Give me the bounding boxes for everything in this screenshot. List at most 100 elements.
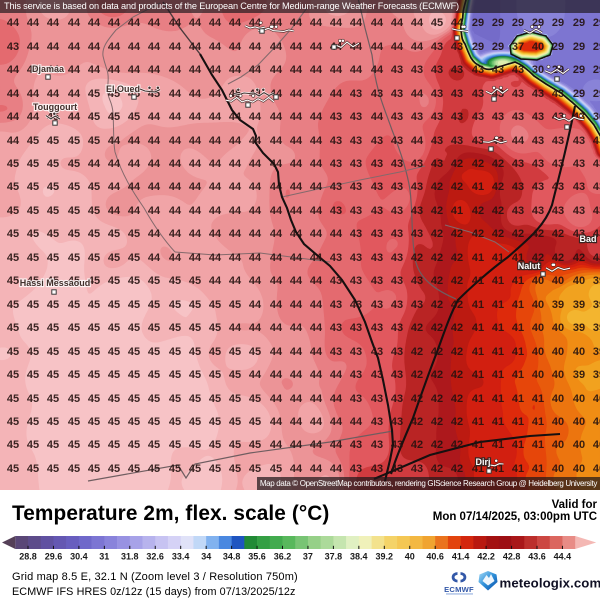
svg-text:40: 40: [573, 393, 585, 405]
svg-text:44: 44: [270, 41, 283, 53]
svg-text:44: 44: [310, 346, 323, 358]
svg-text:45: 45: [229, 299, 241, 311]
svg-text:45: 45: [88, 205, 100, 217]
svg-text:43: 43: [371, 252, 383, 264]
svg-text:41: 41: [472, 322, 484, 334]
svg-text:45: 45: [189, 299, 201, 311]
svg-text:45: 45: [128, 252, 140, 264]
svg-text:29: 29: [573, 88, 585, 100]
svg-text:43: 43: [350, 135, 362, 147]
svg-text:43: 43: [552, 88, 564, 100]
svg-text:44: 44: [350, 17, 363, 29]
svg-text:45: 45: [249, 416, 261, 428]
svg-text:45: 45: [27, 393, 39, 405]
svg-text:44: 44: [169, 17, 182, 29]
svg-text:44: 44: [451, 17, 464, 29]
svg-text:41: 41: [512, 275, 524, 287]
svg-text:40: 40: [573, 439, 585, 451]
svg-text:42: 42: [472, 228, 484, 240]
svg-text:41: 41: [492, 322, 504, 334]
svg-text:44: 44: [189, 252, 202, 264]
svg-text:44: 44: [148, 158, 161, 170]
svg-text:40: 40: [573, 463, 585, 475]
svg-text:43: 43: [391, 439, 403, 451]
svg-text:42: 42: [431, 228, 443, 240]
svg-text:44: 44: [249, 111, 262, 123]
svg-text:44: 44: [209, 158, 222, 170]
svg-text:45: 45: [68, 416, 80, 428]
svg-text:45: 45: [47, 275, 59, 287]
svg-text:45: 45: [108, 111, 120, 123]
svg-text:43: 43: [411, 181, 423, 193]
svg-text:44: 44: [310, 158, 323, 170]
svg-text:44: 44: [169, 181, 182, 193]
svg-text:40: 40: [593, 463, 600, 475]
svg-text:44: 44: [310, 41, 323, 53]
svg-text:Djamaa: Djamaa: [32, 64, 65, 74]
svg-text:43: 43: [391, 393, 403, 405]
svg-text:41: 41: [512, 463, 524, 475]
svg-text:43: 43: [350, 181, 362, 193]
svg-text:42: 42: [431, 416, 443, 428]
svg-text:44: 44: [512, 135, 525, 147]
svg-text:43: 43: [451, 64, 463, 76]
svg-text:40: 40: [552, 369, 564, 381]
svg-text:45: 45: [88, 135, 100, 147]
svg-text:31: 31: [99, 552, 109, 562]
svg-text:42: 42: [411, 322, 423, 334]
svg-text:29: 29: [492, 41, 504, 53]
svg-text:44: 44: [270, 181, 283, 193]
svg-text:41: 41: [472, 463, 484, 475]
svg-text:40: 40: [552, 346, 564, 358]
svg-text:45: 45: [88, 322, 100, 334]
svg-text:29: 29: [593, 17, 600, 29]
svg-text:meteologix.com: meteologix.com: [500, 576, 600, 591]
svg-text:43.6: 43.6: [528, 552, 546, 562]
svg-text:43: 43: [350, 299, 362, 311]
svg-text:45: 45: [148, 416, 160, 428]
svg-text:41: 41: [492, 275, 504, 287]
svg-text:Touggourt: Touggourt: [33, 102, 77, 112]
svg-text:32.6: 32.6: [146, 552, 164, 562]
svg-text:45: 45: [249, 439, 261, 451]
svg-text:43: 43: [391, 416, 403, 428]
svg-text:30: 30: [593, 111, 600, 123]
svg-text:44: 44: [270, 275, 283, 287]
svg-text:45: 45: [169, 299, 181, 311]
svg-text:45: 45: [47, 393, 59, 405]
svg-text:40: 40: [552, 275, 564, 287]
svg-text:43: 43: [532, 205, 544, 217]
svg-text:44: 44: [310, 439, 323, 451]
svg-text:42: 42: [532, 228, 544, 240]
svg-text:40: 40: [573, 416, 585, 428]
svg-text:45: 45: [128, 88, 140, 100]
svg-text:29: 29: [472, 41, 484, 53]
svg-text:45: 45: [88, 416, 100, 428]
svg-text:44: 44: [148, 252, 161, 264]
svg-text:39: 39: [593, 275, 600, 287]
svg-text:43: 43: [371, 369, 383, 381]
svg-text:44: 44: [330, 439, 343, 451]
svg-text:44: 44: [169, 41, 182, 53]
svg-text:37: 37: [303, 552, 313, 562]
svg-text:45: 45: [128, 275, 140, 287]
svg-text:29: 29: [472, 17, 484, 29]
svg-text:42.8: 42.8: [503, 552, 521, 562]
svg-text:39.2: 39.2: [376, 552, 394, 562]
svg-text:43: 43: [492, 111, 504, 123]
svg-text:39: 39: [593, 369, 600, 381]
svg-text:45: 45: [108, 322, 120, 334]
svg-text:45: 45: [27, 369, 39, 381]
svg-text:45: 45: [47, 369, 59, 381]
svg-text:40: 40: [573, 346, 585, 358]
svg-text:41: 41: [532, 463, 544, 475]
svg-text:45: 45: [148, 439, 160, 451]
svg-text:45: 45: [128, 322, 140, 334]
svg-text:44: 44: [189, 135, 202, 147]
svg-text:43: 43: [512, 158, 524, 170]
svg-text:44: 44: [310, 369, 323, 381]
svg-text:43: 43: [573, 228, 585, 240]
svg-text:45: 45: [108, 346, 120, 358]
svg-text:45: 45: [108, 369, 120, 381]
svg-text:43: 43: [391, 346, 403, 358]
